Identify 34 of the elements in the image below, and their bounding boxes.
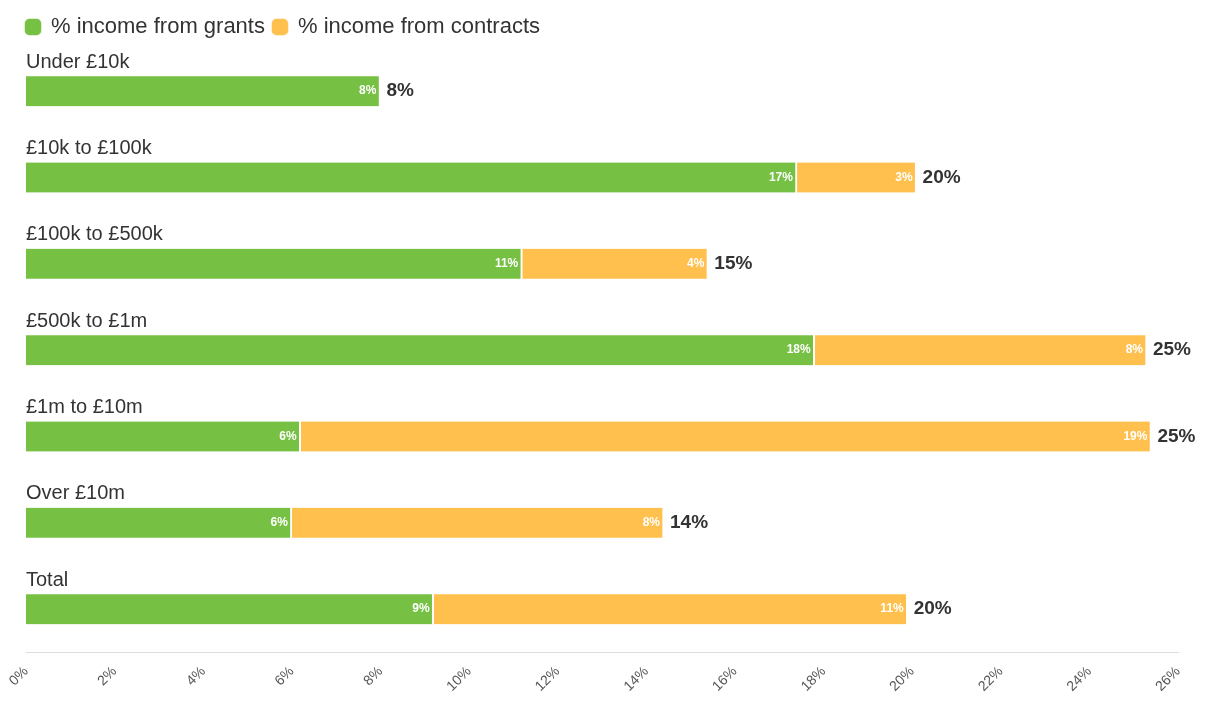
data-label: 11% xyxy=(880,601,905,616)
x-tick-label: 4% xyxy=(182,662,209,689)
x-tick-label: 8% xyxy=(359,662,386,689)
data-label: 18% xyxy=(786,342,811,357)
x-tick-label: 0% xyxy=(5,662,31,689)
y-tick-label: £500k to £1m xyxy=(26,308,148,331)
data-label: 6% xyxy=(279,428,298,443)
data-label: 11% xyxy=(494,256,519,271)
total-label: 8% xyxy=(386,79,415,101)
y-tick-label: £1m to £10m xyxy=(26,395,143,417)
data-label: 8% xyxy=(642,515,661,530)
data-label: 4% xyxy=(686,256,705,271)
legend-label: % income from grants xyxy=(51,13,265,39)
x-tick-label: 2% xyxy=(93,662,120,689)
total-label: 25% xyxy=(1157,424,1196,446)
y-tick-label: £100k to £500k xyxy=(26,222,164,245)
total-label: 15% xyxy=(714,252,753,274)
total-label: 20% xyxy=(913,597,952,619)
data-label: 17% xyxy=(768,169,794,184)
total-label: 14% xyxy=(670,511,709,533)
data-label: 6% xyxy=(270,515,289,530)
x-tick-label: 6% xyxy=(271,662,297,689)
y-tick-label: Total xyxy=(26,567,69,590)
data-label: 19% xyxy=(1123,428,1148,443)
y-tick-label: Over £10m xyxy=(26,481,125,504)
data-label: 9% xyxy=(412,601,430,616)
legend-label: % income from contracts xyxy=(297,13,541,39)
y-tick-label: £10k to £100k xyxy=(26,136,153,159)
y-tick-label: Under £10k xyxy=(26,49,131,72)
total-label: 25% xyxy=(1152,338,1192,360)
data-label: 8% xyxy=(1125,342,1144,357)
data-label: 8% xyxy=(359,83,377,98)
total-label: 20% xyxy=(922,165,961,187)
data-label: 3% xyxy=(895,169,913,184)
